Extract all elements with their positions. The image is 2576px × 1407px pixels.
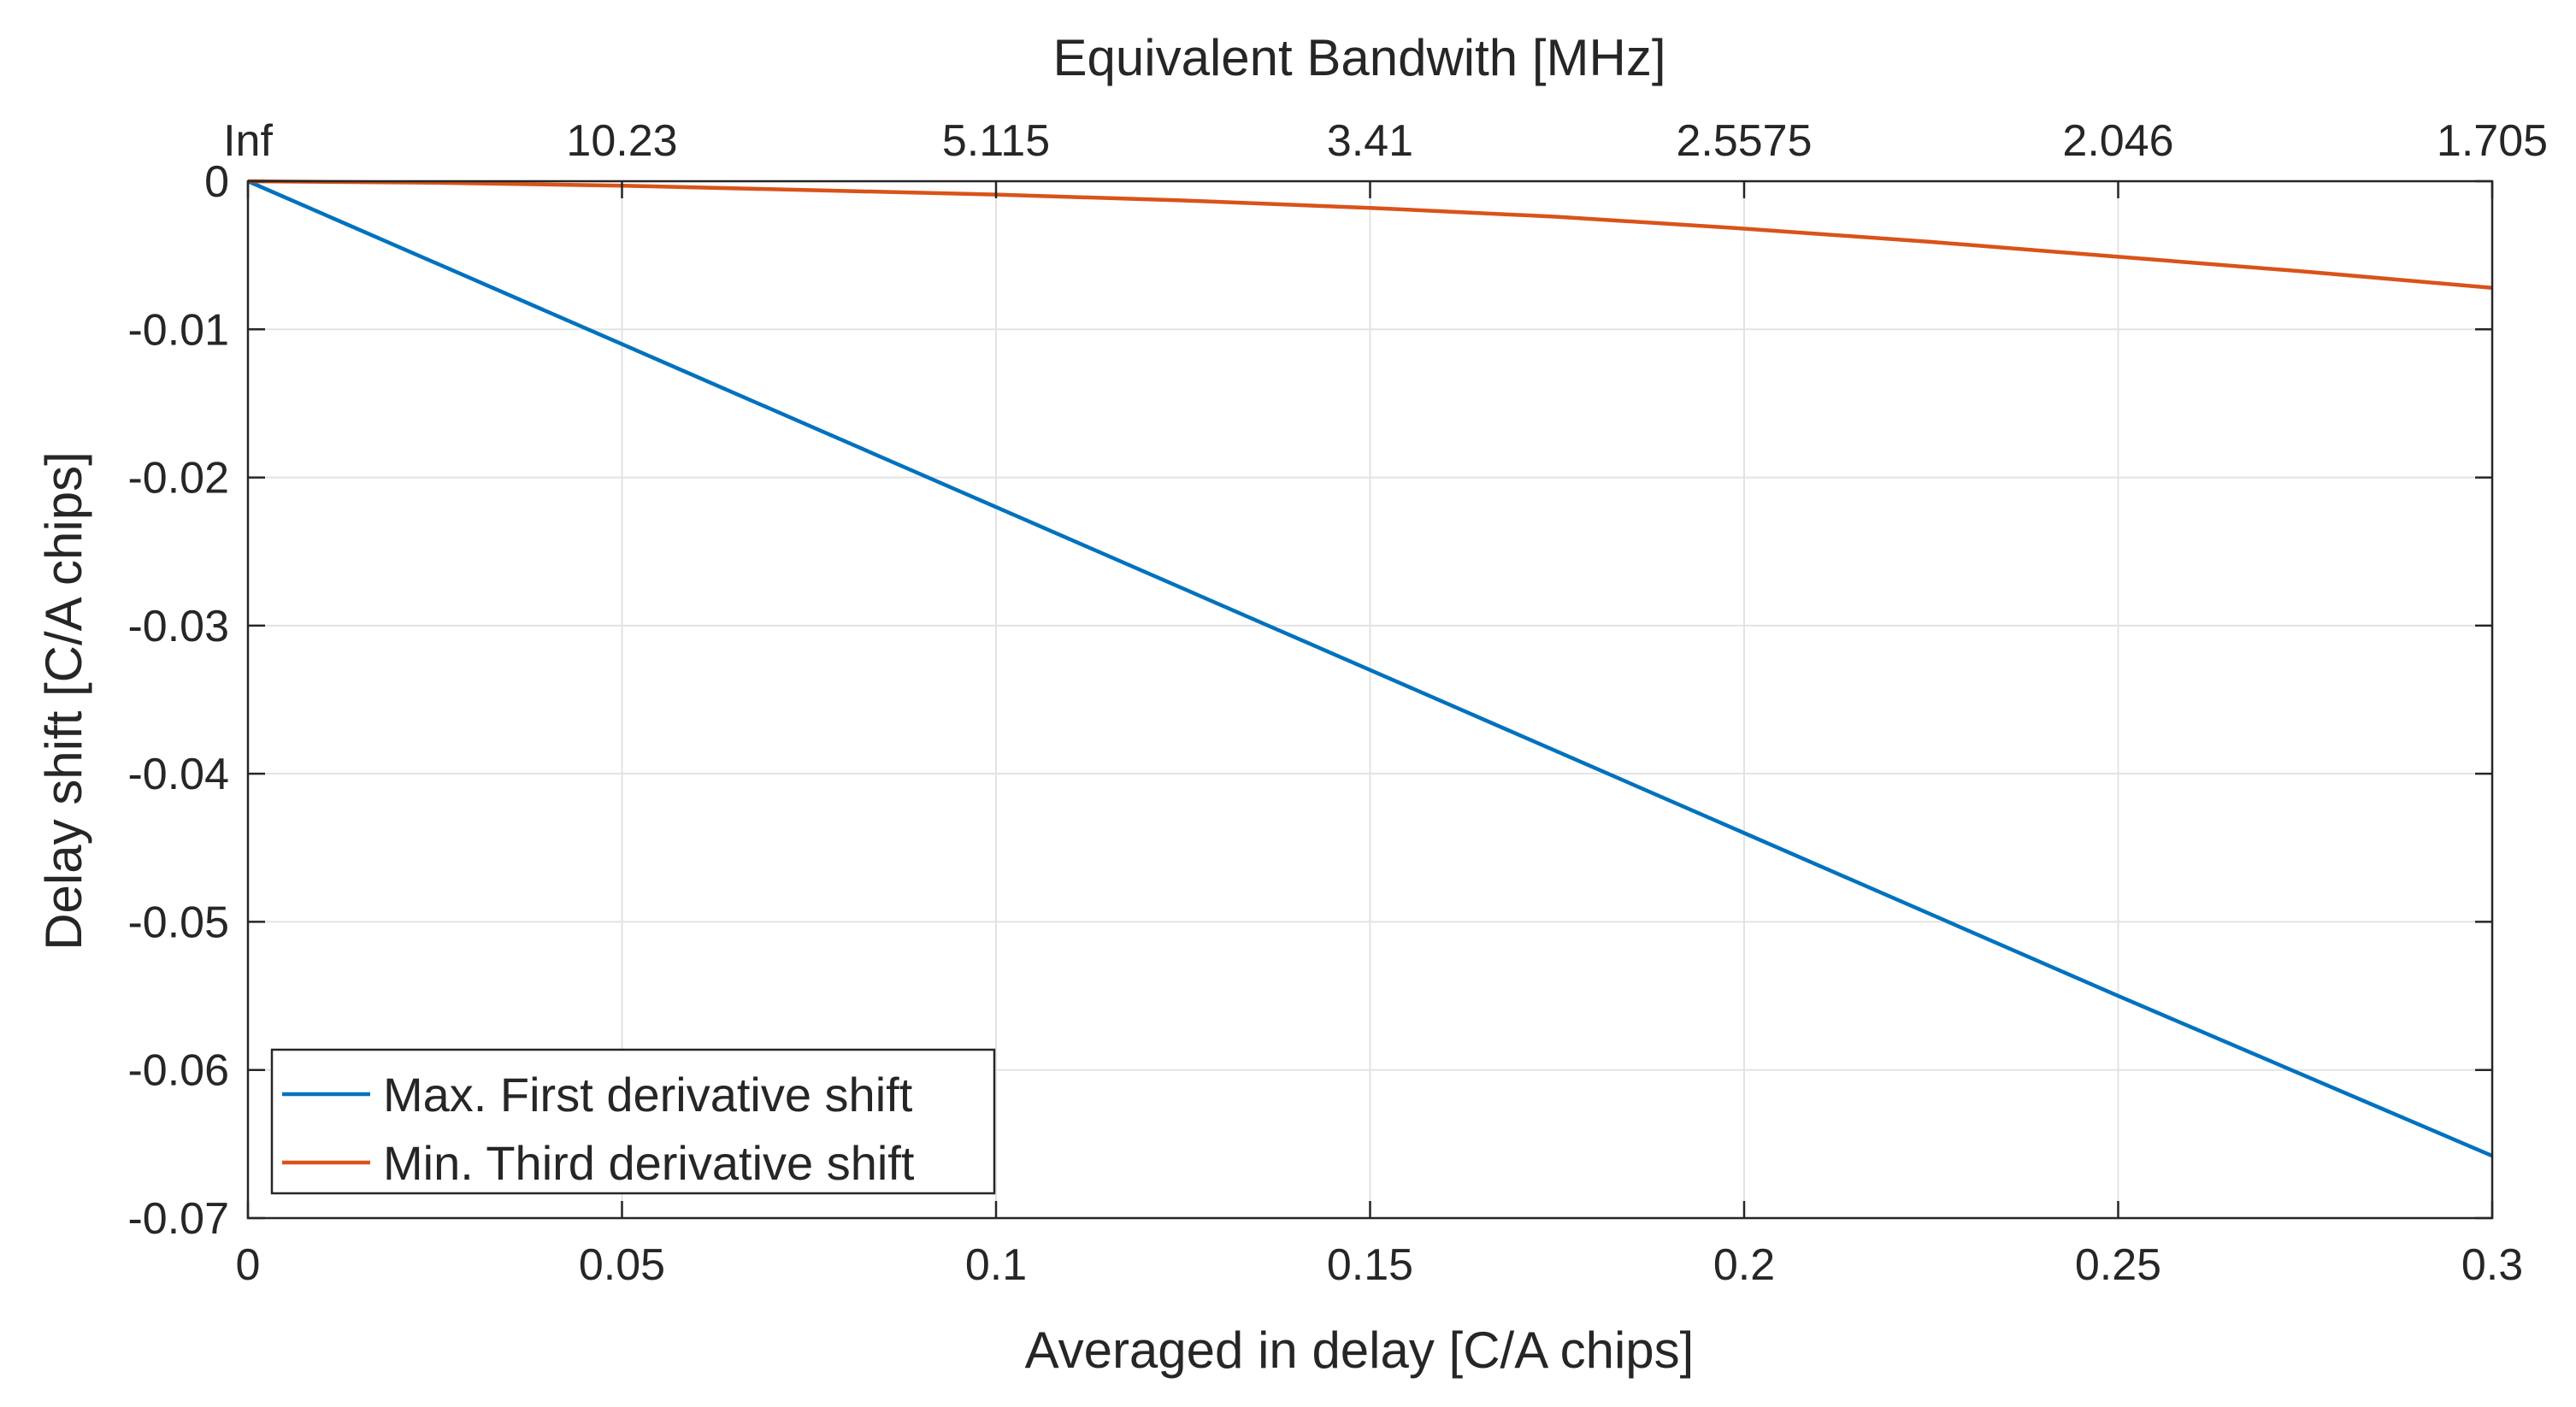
- top-tick-label: 5.115: [942, 116, 1050, 166]
- top-tick-label: 1.705: [2437, 116, 2548, 166]
- y-tick-label: -0.05: [127, 898, 229, 947]
- y-tick-label: 0: [204, 157, 229, 207]
- top-tick-label: 2.5575: [1676, 116, 1812, 166]
- top-axis-label: Equivalent Bandwith [MHz]: [1052, 29, 1665, 86]
- y-tick-label: -0.03: [127, 602, 229, 651]
- x-tick-label: 0.1: [965, 1240, 1027, 1290]
- y-tick-label: -0.06: [127, 1046, 229, 1096]
- top-tick-label: 10.23: [566, 116, 677, 166]
- top-tick-label: 2.046: [2062, 116, 2173, 166]
- y-tick-label: -0.01: [127, 305, 229, 355]
- x-axis-label: Averaged in delay [C/A chips]: [1025, 1322, 1695, 1379]
- top-tick-label: 3.41: [1327, 116, 1413, 166]
- x-tick-label: 0.05: [579, 1240, 665, 1290]
- legend-label-2: Min. Third derivative shift: [383, 1136, 915, 1190]
- x-tick-label: 0.15: [1327, 1240, 1413, 1290]
- x-tick-label: 0: [236, 1240, 261, 1290]
- legend-label-1: Max. First derivative shift: [383, 1068, 913, 1121]
- legend-box: [270, 1048, 996, 1195]
- series-line-1: [247, 179, 2493, 1158]
- x-tick-label: 0.3: [2461, 1240, 2523, 1290]
- x-tick-label: 0.2: [1713, 1240, 1775, 1290]
- y-axis-label: Delay shift [C/A chips]: [35, 451, 92, 951]
- y-tick-label: -0.02: [127, 454, 229, 503]
- x-tick-label: 0.25: [2075, 1240, 2161, 1290]
- ticks-layer: 0Inf0.0510.230.15.1150.153.410.22.55750.…: [127, 116, 2548, 1290]
- top-tick-label: Inf: [223, 116, 273, 166]
- legend: Max. First derivative shift Min. Third de…: [270, 1048, 996, 1195]
- y-tick-label: -0.04: [127, 750, 229, 799]
- y-tick-label: -0.07: [127, 1194, 229, 1244]
